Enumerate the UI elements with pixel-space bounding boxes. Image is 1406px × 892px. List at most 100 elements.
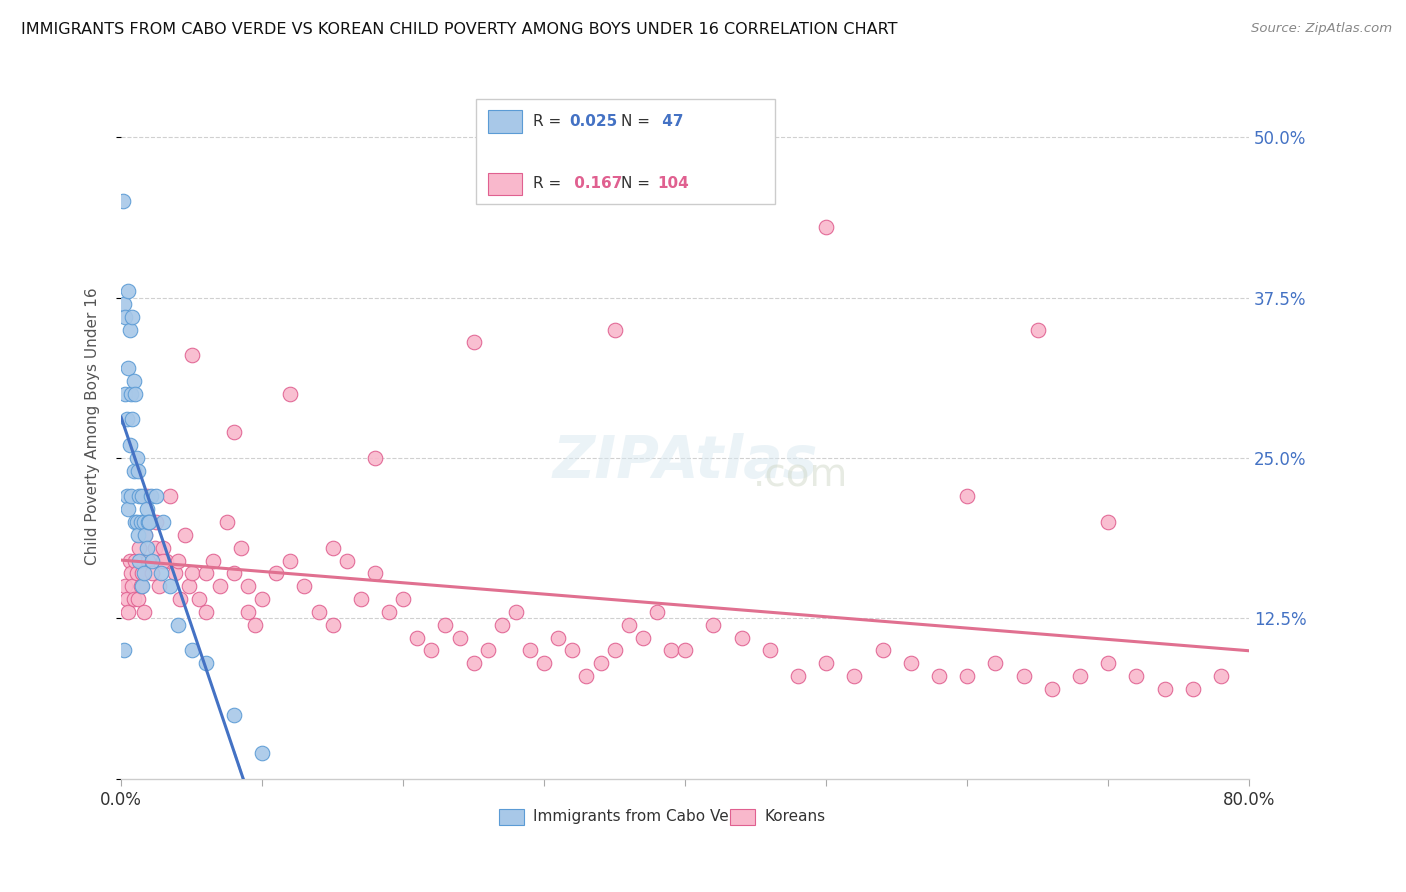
- Point: [125, 450, 148, 465]
- Point: [589, 657, 612, 671]
- Point: [112, 297, 135, 311]
- Point: [1209, 669, 1232, 683]
- Point: [131, 490, 153, 504]
- FancyBboxPatch shape: [499, 809, 524, 825]
- Point: [159, 579, 181, 593]
- Point: [243, 617, 266, 632]
- Point: [350, 592, 373, 607]
- Point: [208, 579, 231, 593]
- Point: [180, 348, 202, 362]
- Point: [533, 657, 555, 671]
- Point: [122, 464, 145, 478]
- Point: [984, 657, 1007, 671]
- Point: [322, 617, 344, 632]
- Text: 47: 47: [657, 114, 683, 129]
- Point: [420, 643, 443, 657]
- Point: [222, 566, 245, 581]
- Point: [215, 515, 238, 529]
- Point: [392, 592, 415, 607]
- Y-axis label: Child Poverty Among Boys Under 16: Child Poverty Among Boys Under 16: [86, 287, 100, 565]
- Point: [117, 605, 139, 619]
- Point: [152, 515, 174, 529]
- Point: [120, 387, 142, 401]
- Point: [177, 579, 200, 593]
- Point: [928, 669, 950, 683]
- Point: [149, 566, 172, 581]
- FancyBboxPatch shape: [477, 99, 775, 203]
- Point: [127, 528, 149, 542]
- Point: [491, 617, 513, 632]
- Text: Immigrants from Cabo Verde: Immigrants from Cabo Verde: [533, 809, 754, 824]
- Point: [702, 617, 724, 632]
- Point: [148, 579, 170, 593]
- Point: [120, 490, 142, 504]
- Point: [173, 528, 195, 542]
- Point: [134, 528, 156, 542]
- Point: [135, 541, 157, 555]
- Point: [114, 387, 136, 401]
- Point: [547, 631, 569, 645]
- Text: 0.167: 0.167: [569, 177, 623, 191]
- Text: ZIPAtlas: ZIPAtlas: [553, 433, 818, 490]
- FancyBboxPatch shape: [488, 172, 522, 195]
- Point: [121, 310, 143, 324]
- Point: [115, 490, 138, 504]
- Point: [180, 566, 202, 581]
- Point: [122, 592, 145, 607]
- Text: 104: 104: [657, 177, 689, 191]
- Point: [659, 643, 682, 657]
- Point: [222, 425, 245, 440]
- Point: [364, 450, 387, 465]
- Point: [139, 490, 162, 504]
- Point: [673, 643, 696, 657]
- Point: [128, 490, 150, 504]
- Point: [645, 605, 668, 619]
- Point: [129, 579, 152, 593]
- Point: [136, 554, 159, 568]
- Point: [278, 387, 301, 401]
- Text: R =: R =: [533, 114, 567, 129]
- Point: [169, 592, 191, 607]
- Text: 0.025: 0.025: [569, 114, 617, 129]
- Text: .com: .com: [752, 457, 848, 494]
- Point: [815, 219, 838, 234]
- Point: [118, 323, 141, 337]
- Point: [308, 605, 330, 619]
- Text: N =: N =: [621, 177, 655, 191]
- Point: [872, 643, 894, 657]
- Point: [322, 541, 344, 555]
- Point: [519, 643, 541, 657]
- Point: [603, 643, 626, 657]
- Point: [118, 438, 141, 452]
- Point: [125, 515, 148, 529]
- Point: [132, 515, 155, 529]
- Point: [617, 617, 640, 632]
- Point: [141, 554, 163, 568]
- Text: N =: N =: [621, 114, 655, 129]
- Point: [194, 566, 217, 581]
- Point: [122, 374, 145, 388]
- Point: [631, 631, 654, 645]
- Point: [730, 631, 752, 645]
- Point: [145, 490, 167, 504]
- Point: [152, 541, 174, 555]
- Point: [117, 502, 139, 516]
- Point: [758, 643, 780, 657]
- Point: [138, 515, 160, 529]
- Point: [112, 643, 135, 657]
- Point: [250, 746, 273, 760]
- Point: [236, 579, 259, 593]
- Point: [815, 657, 838, 671]
- Point: [406, 631, 429, 645]
- Point: [115, 592, 138, 607]
- Point: [127, 592, 149, 607]
- Point: [1097, 657, 1119, 671]
- Point: [1012, 669, 1035, 683]
- Point: [121, 412, 143, 426]
- Point: [1069, 669, 1091, 683]
- Point: [900, 657, 922, 671]
- Point: [236, 605, 259, 619]
- Point: [1026, 323, 1049, 337]
- Point: [163, 566, 186, 581]
- Point: [194, 657, 217, 671]
